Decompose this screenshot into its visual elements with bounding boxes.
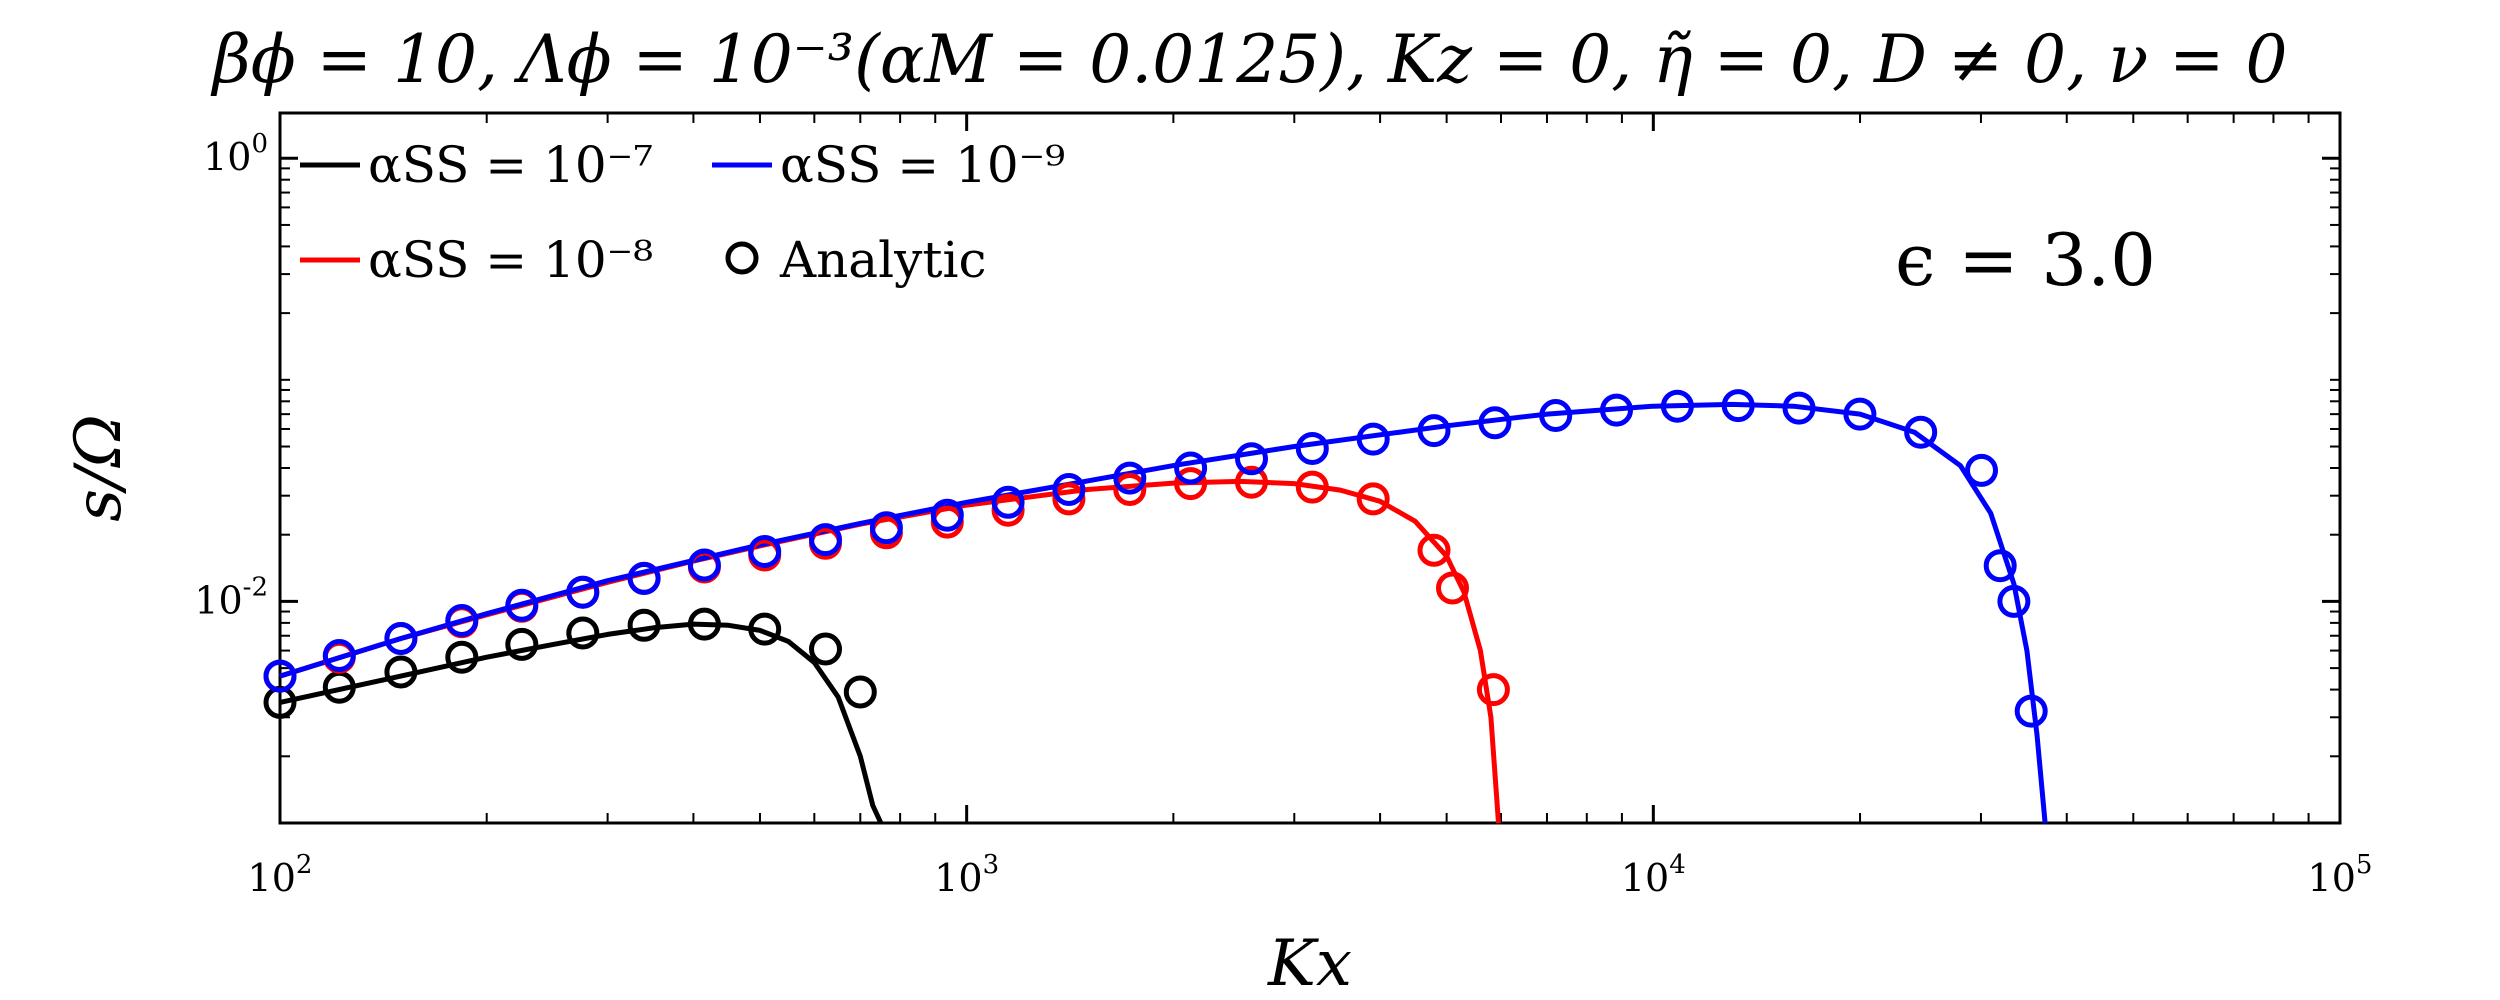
- analytic-point: [1417, 414, 1451, 448]
- analytic-point: [322, 639, 356, 672]
- legend-label-series-3: αSS = 10⁻⁹: [780, 136, 1065, 194]
- analytic-point: [1052, 482, 1086, 516]
- x-axis-label: Kx: [1267, 927, 1352, 1000]
- y-minor-ticks: [280, 167, 2340, 824]
- analytic-point: [566, 575, 600, 609]
- analytic-point: [748, 612, 782, 646]
- analytic-point: [1660, 389, 1694, 423]
- epsilon-annotation: ϵ = 3.0: [1895, 218, 2156, 302]
- x-major-ticks: 102 103 104 105: [248, 113, 2373, 900]
- analytic-point: [384, 622, 418, 655]
- analytic-point: [384, 655, 418, 689]
- analytic-point: [505, 588, 539, 622]
- y-major-ticks: 10-2 100: [194, 129, 2340, 622]
- analytic-point: [1295, 432, 1329, 465]
- legend-label-series-2: αSS = 10⁻⁸: [368, 231, 653, 289]
- y-axis-label: s/Ω: [62, 414, 136, 521]
- series-line-2: [279, 478, 1501, 824]
- analytic-point: [809, 523, 842, 557]
- analytic-point: [505, 627, 539, 661]
- analytic-point: [1235, 465, 1268, 499]
- analytic-point: [1478, 406, 1512, 440]
- series-lines: [279, 401, 2048, 825]
- analytic-point: [748, 535, 782, 568]
- chart-title: βϕ = 10, Λϕ = 10⁻³(αM = 0.0125), Kz = 0,…: [210, 21, 2288, 98]
- analytic-point: [1600, 393, 1633, 427]
- analytic-point: [2014, 694, 2048, 728]
- legend-marker-analytic: [725, 241, 759, 275]
- legend: αSS = 10⁻⁷ αSS = 10⁻⁹ αSS = 10⁻⁸ Analyti…: [300, 136, 1065, 289]
- y-tick-label: 100: [203, 129, 268, 179]
- analytic-point: [1721, 389, 1755, 423]
- analytic-point: [869, 511, 903, 545]
- analytic-point: [687, 548, 721, 582]
- analytic-point: [809, 632, 842, 666]
- x-minor-ticks: [485, 113, 2310, 823]
- analytic-point: [1904, 415, 1938, 449]
- analytic-point: [1539, 399, 1573, 432]
- analytic-point: [1417, 533, 1451, 567]
- series-line-1: [279, 621, 884, 825]
- analytic-point: [263, 659, 297, 693]
- legend-label-analytic: Analytic: [779, 231, 986, 289]
- analytic-point: [1113, 461, 1147, 495]
- analytic-point: [1997, 584, 2031, 618]
- analytic-point: [1843, 397, 1877, 431]
- x-tick-label: 103: [934, 850, 999, 900]
- analytic-point: [930, 498, 964, 532]
- analytic-point: [687, 607, 721, 641]
- analytic-point: [1174, 467, 1208, 501]
- analytic-point: [627, 561, 661, 595]
- analytic-point: [1356, 482, 1390, 516]
- analytic-point: [1476, 673, 1510, 707]
- y-tick-label: 10-2: [194, 572, 268, 622]
- legend-label-series-1: αSS = 10⁻⁷: [368, 136, 653, 194]
- analytic-point: [566, 616, 600, 650]
- analytic-point: [1174, 451, 1208, 485]
- analytic-point: [1782, 391, 1816, 425]
- analytic-point: [843, 675, 877, 709]
- analytic-point: [1295, 470, 1329, 504]
- analytic-point: [991, 485, 1025, 519]
- analytic-point: [1113, 473, 1147, 506]
- analytic-point: [445, 640, 479, 674]
- analytic-point: [1052, 473, 1086, 506]
- analytic-point: [1235, 442, 1268, 476]
- analytic-point: [445, 604, 479, 637]
- analytic-point: [1436, 571, 1469, 605]
- x-tick-label: 102: [248, 850, 313, 900]
- analytic-markers: [263, 389, 2048, 728]
- series-line-3: [279, 401, 2048, 824]
- x-tick-label: 104: [1621, 850, 1686, 900]
- analytic-point: [627, 608, 661, 642]
- analytic-point: [1983, 549, 2017, 583]
- x-tick-label: 105: [2308, 850, 2373, 900]
- analytic-point: [1965, 453, 1998, 487]
- analytic-point: [1356, 422, 1390, 456]
